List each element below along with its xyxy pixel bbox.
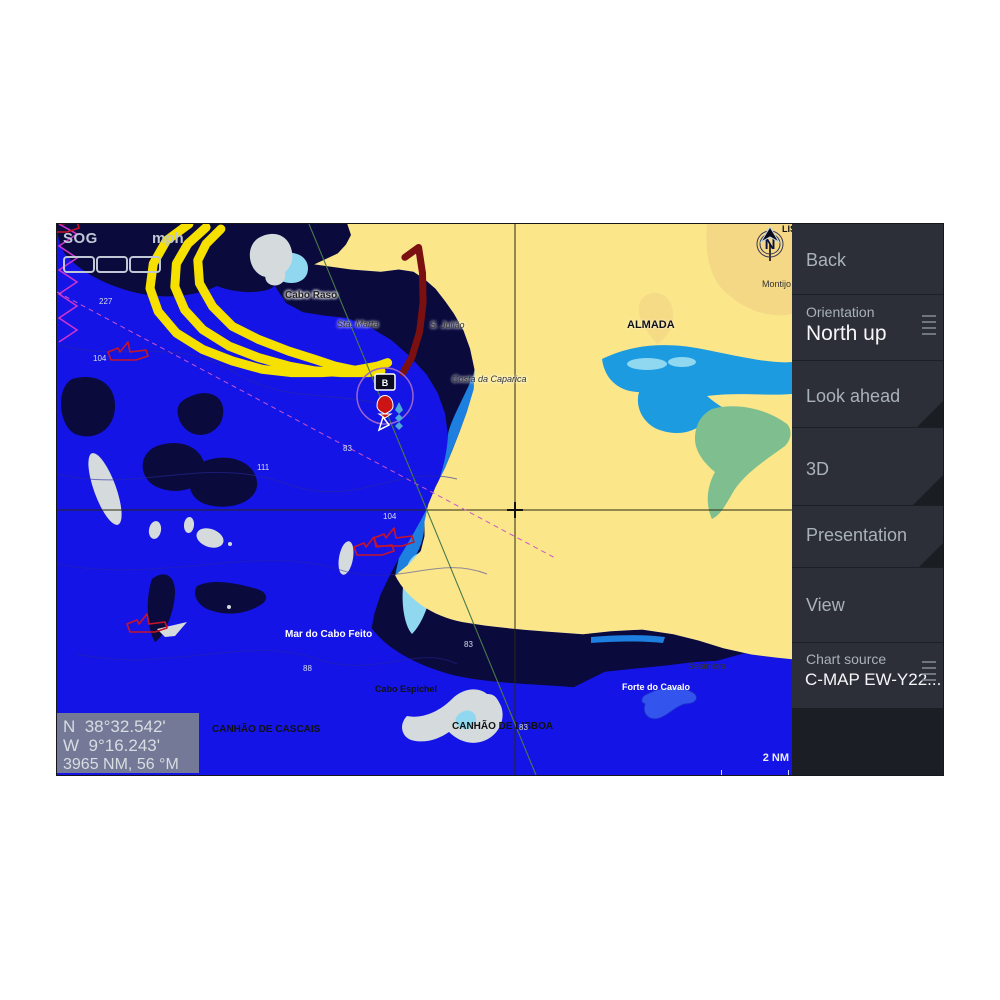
svg-text:B: B (382, 378, 389, 388)
